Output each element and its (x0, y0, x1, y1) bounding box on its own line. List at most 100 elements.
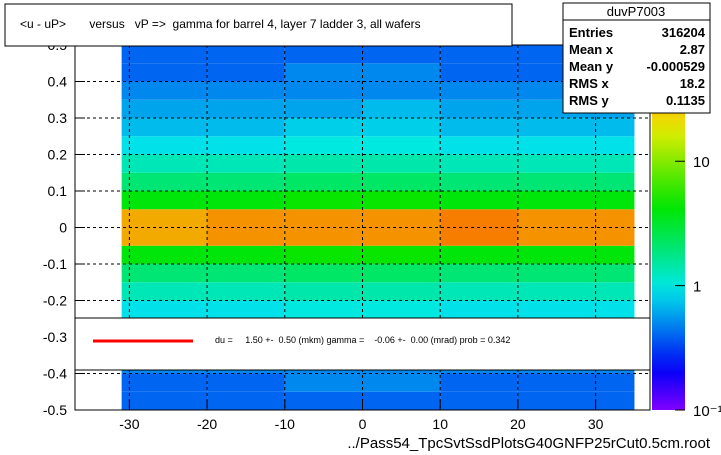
heatmap-cell (440, 172, 518, 191)
heatmap-cell (121, 63, 208, 82)
y-tick-label: -0.1 (43, 256, 67, 272)
heatmap-cell (121, 300, 208, 319)
stats-box: duvP7003 Entries 316204 Mean x 2.87 Mean y -0… (562, 2, 711, 114)
y-tick-label: 0.1 (48, 183, 68, 199)
x-tick-label: 0 (359, 416, 367, 432)
heatmap-cell (284, 81, 363, 100)
x-tick-label: 10 (432, 416, 448, 432)
heatmap-cell (362, 99, 441, 118)
heatmap-cell (517, 373, 635, 392)
heatmap (121, 45, 635, 410)
heatmap-cell (362, 391, 441, 410)
x-tick-label: 30 (588, 416, 604, 432)
heatmap-cell (284, 264, 363, 283)
heatmap-cell (362, 172, 441, 191)
heatmap-cell (207, 172, 285, 191)
y-tick-label: 0.3 (48, 110, 68, 126)
y-tick-label: 0.2 (48, 147, 68, 163)
heatmap-cell (121, 227, 208, 246)
heatmap-cell (207, 99, 285, 118)
stats-frame (562, 2, 711, 114)
heatmap-cell (284, 282, 363, 301)
heatmap-cell (284, 63, 363, 82)
heatmap-cell (440, 282, 518, 301)
heatmap-cell (362, 245, 441, 264)
z-tick-label: 1 (693, 279, 701, 296)
y-tick-label: 0 (59, 220, 67, 236)
heatmap-cell (284, 245, 363, 264)
heatmap-cell (440, 264, 518, 283)
heatmap-cell (362, 81, 441, 100)
heatmap-cell (362, 209, 441, 228)
z-tick-label: 10 (693, 154, 710, 171)
heatmap-cell (207, 373, 285, 392)
heatmap-cell (362, 264, 441, 283)
heatmap-cell (517, 300, 635, 319)
heatmap-cell (440, 63, 518, 82)
grid (75, 44, 650, 411)
stats-value: 2.87 (680, 42, 705, 57)
stats-value: -0.000529 (646, 59, 705, 74)
title-box (4, 3, 513, 47)
heatmap-cell (362, 45, 441, 64)
heatmap-cell (284, 373, 363, 392)
chart-title: <u - uP> versus vP => gamma for barrel 4… (20, 17, 421, 31)
heatmap-cell (440, 245, 518, 264)
y-tick-label: -0.2 (43, 293, 67, 309)
heatmap-cell (284, 45, 363, 64)
stats-label: Entries (569, 25, 613, 40)
heatmap-cell (121, 99, 208, 118)
heatmap-cell (517, 191, 635, 210)
legend-text: du = 1.50 +- 0.50 (mkm) gamma = -0.06 +-… (215, 335, 510, 345)
x-tick-label: -10 (275, 416, 295, 432)
heatmap-cell (207, 45, 285, 64)
heatmap-cell (207, 63, 285, 82)
heatmap-cell (207, 245, 285, 264)
heatmap-cell (440, 373, 518, 392)
heatmap-cell (517, 209, 635, 228)
heatmap-cell (362, 154, 441, 173)
stats-value: 18.2 (680, 76, 705, 91)
y-tick-label: -0.5 (43, 402, 67, 418)
heatmap-cell (207, 136, 285, 155)
heatmap-cell (284, 118, 363, 137)
heatmap-cell (284, 172, 363, 191)
x-axis-label: ../Pass54_TpcSvtSsdPlotsG40GNFP25rCut0.5… (347, 435, 710, 452)
heatmap-cell (284, 227, 363, 246)
heatmap-cell (207, 81, 285, 100)
y-tick-label: -0.3 (43, 329, 67, 345)
heatmap-cell (121, 391, 208, 410)
heatmap-cell (440, 209, 518, 228)
heatmap-cell (284, 154, 363, 173)
heatmap-cell (440, 99, 518, 118)
legend: du = 1.50 +- 0.50 (mkm) gamma = -0.06 +-… (74, 317, 651, 371)
heatmap-cell (517, 136, 635, 155)
heatmap-cell (284, 99, 363, 118)
heatmap-cell (362, 373, 441, 392)
heatmap-cell (440, 81, 518, 100)
heatmap-cell (207, 391, 285, 410)
heatmap-cell (121, 245, 208, 264)
heatmap-cell (362, 191, 441, 210)
heatmap-cell (121, 45, 208, 64)
heatmap-cell (207, 282, 285, 301)
heatmap-cell (517, 264, 635, 283)
heatmap-cell (121, 282, 208, 301)
heatmap-cell (440, 227, 518, 246)
heatmap-cell (284, 136, 363, 155)
z-tick-label: 10⁻¹ (693, 403, 721, 420)
heatmap-cell (517, 172, 635, 191)
stats-title: duvP7003 (607, 4, 666, 19)
x-tick-label: -30 (119, 416, 139, 432)
heatmap-cell (517, 227, 635, 246)
legend-box (74, 317, 651, 371)
heatmap-cell (440, 191, 518, 210)
heatmap-cell (207, 209, 285, 228)
heatmap-cell (362, 136, 441, 155)
heatmap-cell (362, 63, 441, 82)
heatmap-cell (207, 118, 285, 137)
stats-value: 316204 (662, 25, 706, 40)
stats-value: 0.1135 (666, 93, 705, 108)
stats-label: Mean x (569, 42, 614, 57)
heatmap-cell (362, 300, 441, 319)
